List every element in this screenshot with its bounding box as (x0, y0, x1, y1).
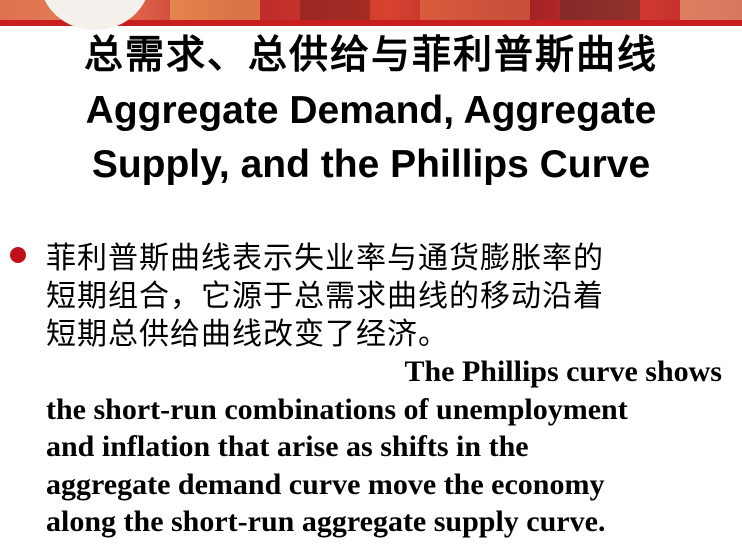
bullet-cn-line: 菲利普斯曲线表示失业率与通货膨胀率的 (46, 241, 604, 276)
title-english-line-2: Supply, and the Phillips Curve (91, 143, 651, 186)
bullet-en-line: aggregate demand curve move the economy (46, 467, 605, 501)
bullet-cn-line: 短期总供给曲线改变了经济。 (46, 317, 449, 352)
bullet-text-chinese: 菲利普斯曲线表示失业率与通货膨胀率的 短期组合，它源于总需求曲线的移动沿着 短期… (46, 240, 736, 354)
bullet-en-line: along the short-run aggregate supply cur… (46, 505, 606, 538)
title-english-line-1: Aggregate Demand, Aggregate (85, 89, 657, 132)
banner-stripe (0, 20, 742, 26)
bullet-cn-line: 短期组合，它源于总需求曲线的移动沿着 (46, 279, 604, 314)
bullet-text-english: The Phillips curve shows the short-run c… (46, 353, 722, 541)
slide-title: 总需求、总供给与菲利普斯曲线 Aggregate Demand, Aggrega… (0, 28, 742, 192)
bullet-en-line: The Phillips curve shows (404, 355, 722, 388)
bullet-en-line: and inflation that arise as shifts in th… (46, 430, 529, 463)
title-chinese: 总需求、总供给与菲利普斯曲线 (83, 33, 658, 78)
bullet-en-line: the short-run combinations of unemployme… (46, 392, 628, 426)
bullet-icon (10, 247, 26, 263)
